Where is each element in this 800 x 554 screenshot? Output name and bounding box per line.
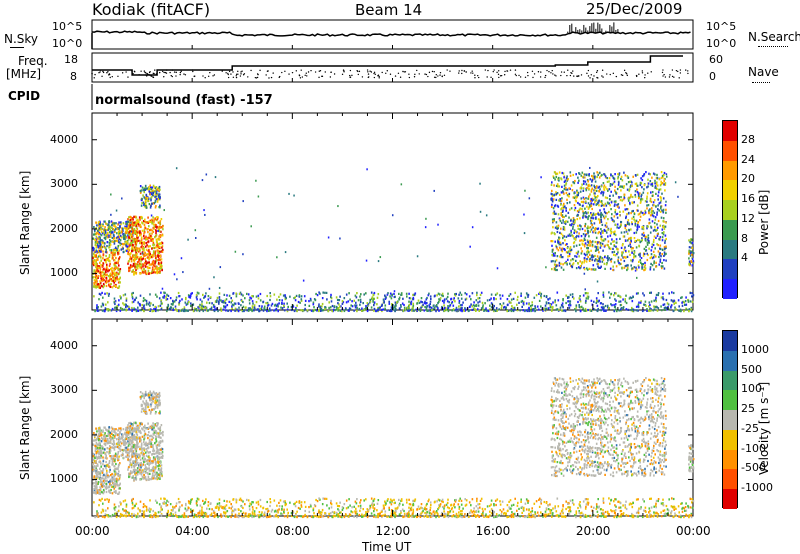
colorbar-segment <box>723 449 737 470</box>
x-tick-label: 00:00 <box>676 524 711 538</box>
nsearch-label: N.Search <box>748 30 800 44</box>
nave-line <box>752 82 770 83</box>
freq-tick-bottom: 8 <box>70 70 77 83</box>
colorbar-tick-label: 500 <box>741 362 762 376</box>
x-tick-label: 04:00 <box>175 524 210 538</box>
colorbar-tick-label: -100 <box>741 441 766 455</box>
x-tick-label: 12:00 <box>375 524 411 538</box>
y-tick-label: 4000 <box>50 132 78 146</box>
colorbar-segment <box>723 331 737 352</box>
colorbar-segment <box>723 279 737 300</box>
x-tick-label: 00:00 <box>75 524 110 538</box>
y-tick-label: 2000 <box>50 427 78 441</box>
colorbar-tick-label: -500 <box>741 461 766 475</box>
colorbar-tick-label: 12 <box>741 211 755 225</box>
colorbar-tick-label: 25 <box>741 402 755 416</box>
colorbar-tick-label: 20 <box>741 172 755 186</box>
nave-label: Nave <box>748 65 779 79</box>
colorbar-segment <box>723 200 737 221</box>
x-tick-label: 20:00 <box>575 524 611 538</box>
colorbar-tick-label: 1000 <box>741 342 769 356</box>
colorbar-segment <box>723 121 737 142</box>
velocity-ylabel: Slant Range [km] <box>18 375 32 480</box>
colorbar-segment <box>723 350 737 372</box>
power-scatter <box>92 166 695 313</box>
nave-tick-bottom: 0 <box>709 70 716 83</box>
colorbar-tick-label: 24 <box>741 152 755 166</box>
colorbar-tick-label: -1000 <box>741 481 773 495</box>
y-tick-label: 1000 <box>50 472 78 486</box>
colorbar-tick-label: -25 <box>741 421 759 435</box>
colorbar-segment <box>723 469 737 490</box>
velocity-scatter <box>92 377 695 519</box>
velocity-colorbar <box>722 330 738 510</box>
velocity-panel-frame <box>91 318 694 517</box>
colorbar-segment <box>723 180 737 201</box>
colorbar-segment <box>723 219 737 241</box>
power-colorbar <box>722 120 738 300</box>
cpid-label: CPID <box>8 89 41 103</box>
y-tick-label: 2000 <box>50 221 78 235</box>
y-tick-label: 3000 <box>50 383 78 397</box>
colorbar-segment <box>723 410 737 431</box>
power-panel-frame <box>91 112 694 311</box>
nsearch-tick-bottom: 10^0 <box>706 37 737 50</box>
colorbar-segment <box>723 140 737 162</box>
x-axis-label: Time UT <box>362 540 412 554</box>
colorbar-tick-label: 16 <box>741 192 755 206</box>
freq-label-2: [MHz] <box>6 67 42 81</box>
date-title: 25/Dec/2009 <box>586 0 683 18</box>
x-tick-label: 16:00 <box>475 524 511 538</box>
nsearch-tick-top: 10^5 <box>706 20 737 33</box>
noise-traces <box>91 22 691 49</box>
colorbar-segment <box>723 489 737 510</box>
power-ylabel: Slant Range [km] <box>18 170 32 275</box>
colorbar-tick-label: 4 <box>741 251 748 265</box>
nsky-label: N.Sky <box>4 32 39 46</box>
axis-ticks <box>91 45 694 516</box>
nsky-line <box>10 47 24 48</box>
cpid-text: normalsound (fast) -157 <box>95 93 273 108</box>
freq-tick-top: 18 <box>64 53 78 66</box>
freq-label-1: Freq. <box>18 54 48 68</box>
y-tick-label: 3000 <box>50 177 78 191</box>
nave-tick-top: 60 <box>709 53 723 66</box>
colorbar-segment <box>723 160 737 181</box>
colorbar-segment <box>723 429 737 451</box>
beam-title: Beam 14 <box>355 1 423 19</box>
freq-traces <box>91 55 689 79</box>
colorbar-segment <box>723 259 737 280</box>
station-title: Kodiak (fitACF) <box>92 0 211 19</box>
x-tick-label: 08:00 <box>275 524 310 538</box>
colorbar-tick-label: 28 <box>741 132 755 146</box>
colorbar-tick-label: 8 <box>741 231 748 245</box>
colorbar-segment <box>723 239 737 260</box>
colorbar-tick-label: 100 <box>741 382 762 396</box>
velocity-cb-label: Velocity [m s⁻¹] <box>757 381 771 475</box>
nsearch-line <box>758 46 788 47</box>
y-tick-label: 1000 <box>50 266 78 280</box>
nsky-tick-top: 10^5 <box>52 20 83 33</box>
power-cb-label: Power [dB] <box>757 189 771 255</box>
colorbar-segment <box>723 390 737 411</box>
colorbar-segment <box>723 370 737 391</box>
nsky-tick-bottom: 10^0 <box>52 37 83 50</box>
y-tick-label: 4000 <box>50 338 78 352</box>
